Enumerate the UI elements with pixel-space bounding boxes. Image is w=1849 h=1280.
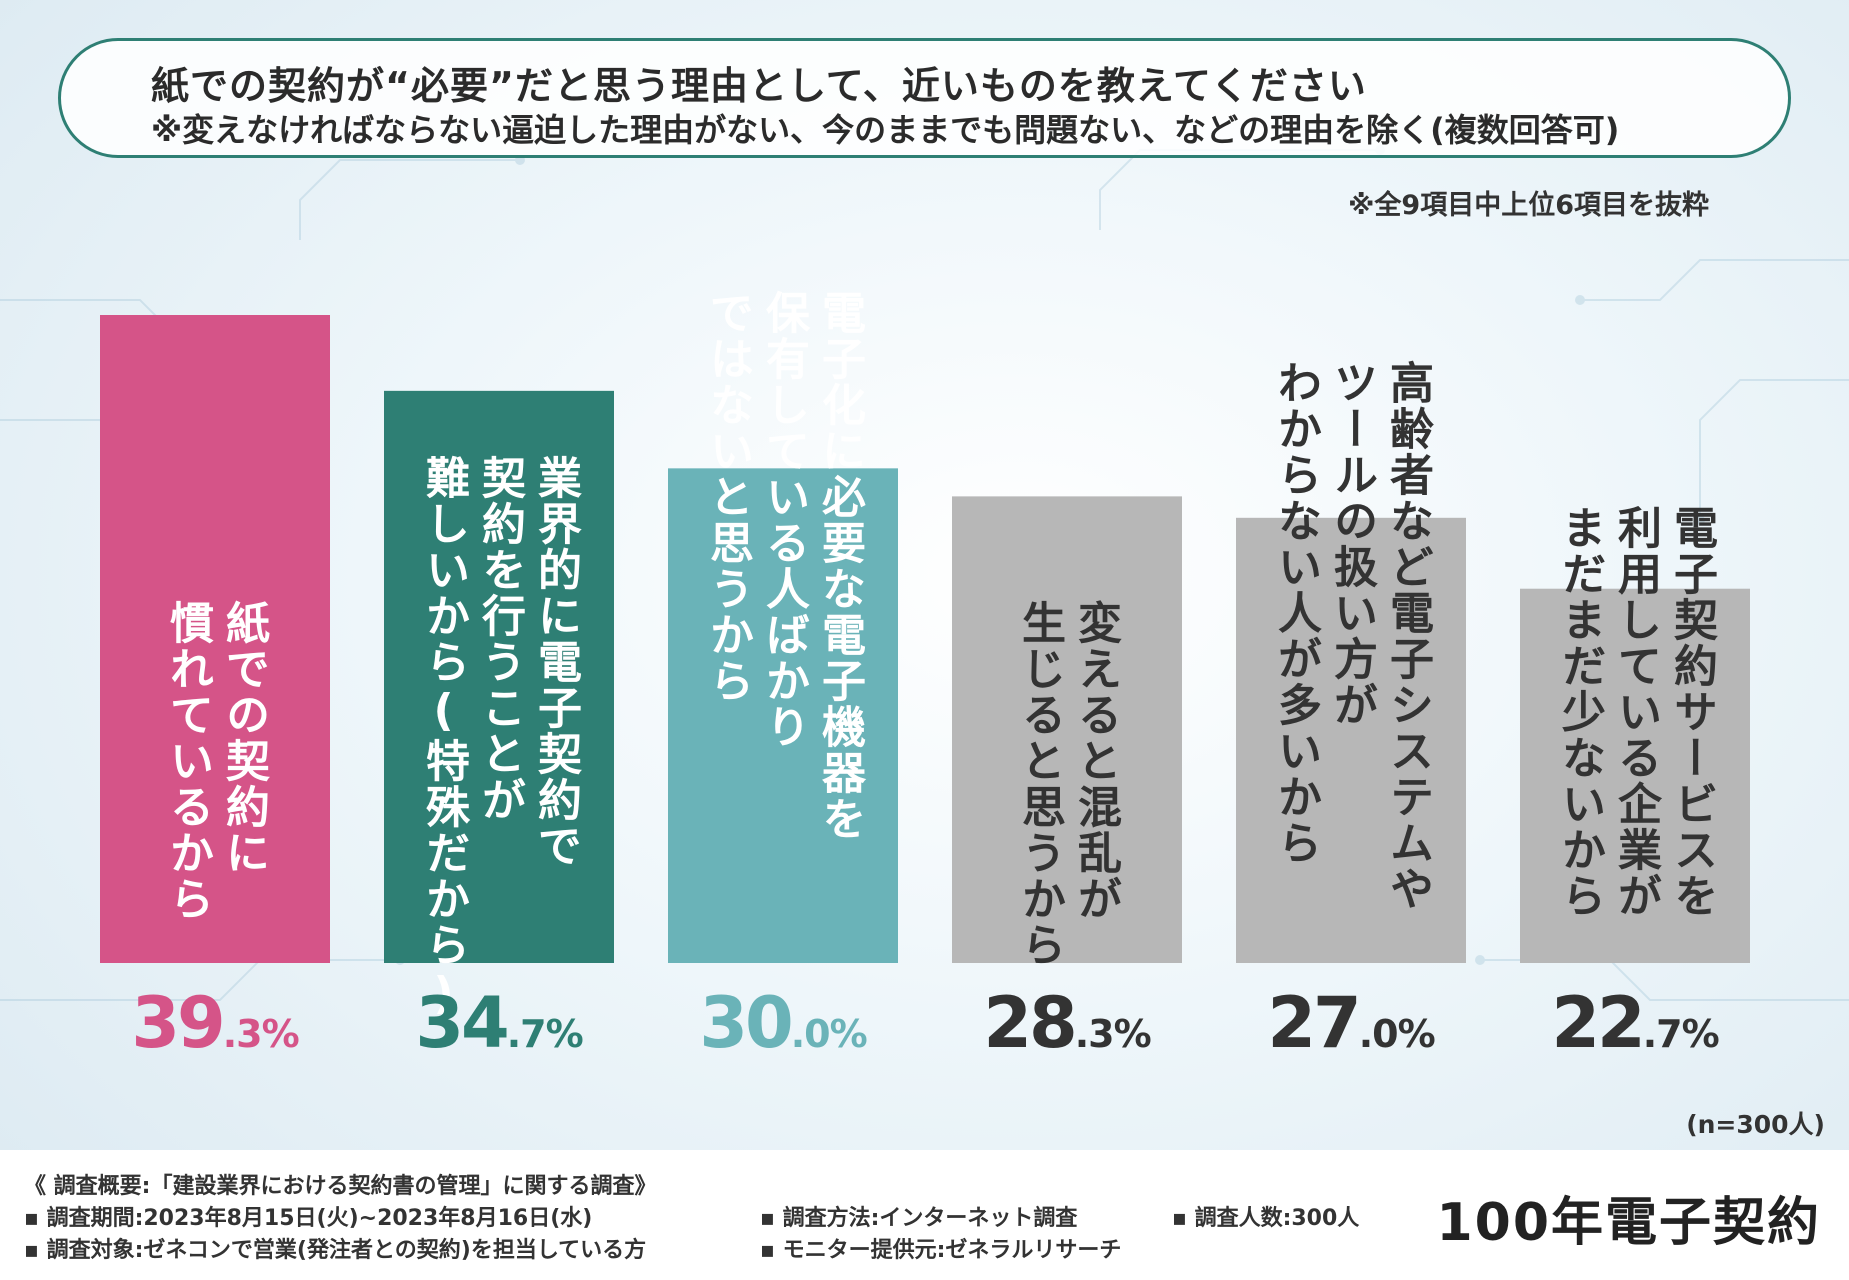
- respondent-count: ▪ 調査人数:300人: [1172, 1206, 1360, 1231]
- survey-period: ▪ 調査期間:2023年8月15日(火)~2023年8月16日(水): [24, 1206, 593, 1231]
- value-label-3: 30.0%: [699, 982, 867, 1064]
- value-label-2: 34.7%: [415, 982, 583, 1064]
- bar-label-2: 業界的に電子契約で 契約を行うことが 難しいから(特殊だから): [418, 455, 581, 1021]
- brand-logo: 100年電子契約: [1436, 1193, 1821, 1253]
- sample-size-note: (n=300人): [1686, 1110, 1825, 1139]
- value-label-6: 22.7%: [1551, 982, 1719, 1064]
- survey-method: ▪ 調査方法:インターネット調査: [760, 1206, 1078, 1231]
- bar-label-3: 電子化に必要な電子機器を 保有している人ばかり ではないと思うから: [702, 290, 865, 842]
- bar-5: [1236, 517, 1466, 963]
- survey-target: ▪ 調査対象:ゼネコンで営業(発注者との契約)を担当している方: [24, 1238, 647, 1263]
- bar-2: [384, 390, 614, 964]
- bar-label-1: 紙での契約に 慣れているから: [162, 600, 269, 922]
- chart-subtitle: ※変えなければならない逼迫した理由がない、今のままでも問題ない、などの理由を除く…: [151, 111, 1620, 149]
- excerpt-note: ※全9項目中上位6項目を抜粋: [1348, 190, 1709, 221]
- footer: 《 調査概要:「建設業界における契約書の管理」に関する調査》 ▪ 調査期間:20…: [0, 1150, 1849, 1280]
- monitor-provider: ▪ モニター提供元:ゼネラルリサーチ: [760, 1238, 1122, 1263]
- bar-4: [952, 496, 1182, 963]
- survey-overview: 《 調査概要:「建設業界における契約書の管理」に関する調査》: [24, 1174, 657, 1199]
- value-label-1: 39.3%: [131, 982, 299, 1064]
- value-label-5: 27.0%: [1267, 982, 1435, 1064]
- bar-6: [1520, 588, 1750, 963]
- value-label-4: 28.3%: [983, 982, 1151, 1064]
- bar-chart: [100, 315, 1750, 964]
- bar-3: [668, 468, 898, 963]
- chart-title: 紙での契約が“必要”だと思う理由として、近いものを教えてください: [151, 64, 1367, 108]
- bar-label-4: 変えると混乱が 生じると思うから: [1014, 600, 1121, 968]
- title-box: 紙での契約が“必要”だと思う理由として、近いものを教えてください ※変えなければ…: [58, 38, 1791, 158]
- bar-label-5: 高齢者など電子システムや ツールの扱い方が わからない人が多いから: [1270, 360, 1433, 912]
- bar-label-6: 電子契約サービスを 利用している企業が まだまだ少ないから: [1554, 505, 1717, 919]
- bar-1: [100, 315, 330, 963]
